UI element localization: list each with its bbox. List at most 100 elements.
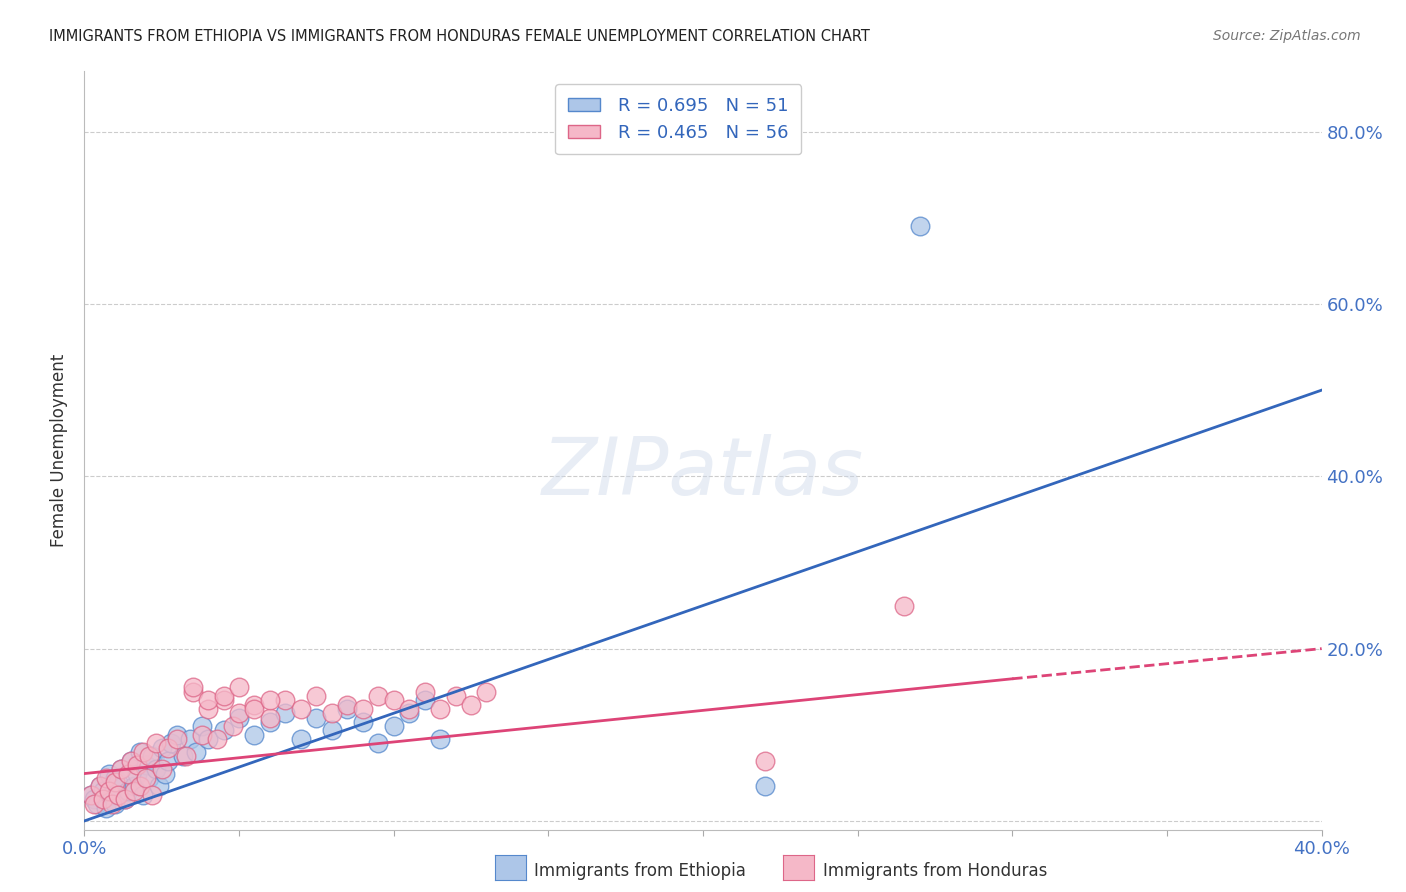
Point bbox=[150, 762, 173, 776]
Point bbox=[754, 754, 776, 768]
Point bbox=[166, 728, 188, 742]
Point bbox=[274, 693, 297, 707]
Point bbox=[179, 732, 201, 747]
Point bbox=[135, 771, 157, 785]
Point bbox=[197, 732, 219, 747]
Point bbox=[101, 788, 124, 802]
Point bbox=[197, 693, 219, 707]
Point bbox=[129, 780, 152, 794]
Point bbox=[89, 780, 111, 794]
Point bbox=[107, 775, 129, 789]
Text: Immigrants from Honduras: Immigrants from Honduras bbox=[823, 863, 1047, 880]
Point bbox=[94, 801, 117, 815]
Point bbox=[207, 732, 229, 747]
Point bbox=[398, 706, 420, 721]
Point bbox=[125, 766, 148, 780]
Point bbox=[83, 797, 105, 811]
Point bbox=[429, 732, 451, 747]
Point bbox=[122, 780, 145, 794]
Point bbox=[475, 684, 498, 698]
Point bbox=[908, 219, 931, 234]
Point bbox=[191, 728, 214, 742]
Point bbox=[172, 749, 194, 764]
Point bbox=[259, 714, 281, 729]
Point bbox=[367, 689, 389, 703]
Point bbox=[83, 792, 105, 806]
Point bbox=[79, 788, 101, 802]
Point bbox=[290, 702, 312, 716]
Point bbox=[150, 740, 173, 755]
Point bbox=[79, 788, 101, 802]
Point bbox=[212, 689, 235, 703]
Point bbox=[398, 702, 420, 716]
Point bbox=[132, 788, 155, 802]
Text: IMMIGRANTS FROM ETHIOPIA VS IMMIGRANTS FROM HONDURAS FEMALE UNEMPLOYMENT CORRELA: IMMIGRANTS FROM ETHIOPIA VS IMMIGRANTS F… bbox=[49, 29, 870, 44]
Point bbox=[120, 754, 142, 768]
Point bbox=[176, 749, 198, 764]
Point bbox=[160, 736, 183, 750]
Point bbox=[259, 693, 281, 707]
Point bbox=[104, 775, 127, 789]
Point bbox=[429, 702, 451, 716]
Point bbox=[110, 762, 132, 776]
Point bbox=[181, 684, 204, 698]
Point bbox=[197, 702, 219, 716]
Point bbox=[122, 784, 145, 798]
Point bbox=[382, 719, 405, 733]
Point bbox=[184, 745, 207, 759]
Point bbox=[98, 784, 121, 798]
Point bbox=[91, 792, 114, 806]
Point bbox=[145, 762, 167, 776]
Point bbox=[228, 706, 250, 721]
Point bbox=[228, 681, 250, 695]
Point bbox=[413, 693, 436, 707]
Point bbox=[156, 754, 179, 768]
Point bbox=[129, 745, 152, 759]
Text: Immigrants from Ethiopia: Immigrants from Ethiopia bbox=[534, 863, 747, 880]
Point bbox=[86, 797, 108, 811]
Point bbox=[290, 732, 312, 747]
Point bbox=[352, 714, 374, 729]
Point bbox=[243, 702, 266, 716]
Point bbox=[91, 784, 114, 798]
Point bbox=[89, 780, 111, 794]
Y-axis label: Female Unemployment: Female Unemployment bbox=[51, 354, 69, 547]
Legend: R = 0.695   N = 51, R = 0.465   N = 56: R = 0.695 N = 51, R = 0.465 N = 56 bbox=[555, 84, 801, 154]
Point bbox=[166, 732, 188, 747]
Point bbox=[413, 684, 436, 698]
Point bbox=[460, 698, 482, 712]
Point bbox=[305, 710, 328, 724]
Point bbox=[305, 689, 328, 703]
Point bbox=[754, 780, 776, 794]
Point bbox=[367, 736, 389, 750]
Point bbox=[156, 740, 179, 755]
Point bbox=[132, 745, 155, 759]
Text: ZIPatlas: ZIPatlas bbox=[541, 434, 865, 512]
Point bbox=[382, 693, 405, 707]
Point bbox=[117, 766, 139, 780]
Point bbox=[110, 762, 132, 776]
Point bbox=[145, 736, 167, 750]
Point bbox=[222, 719, 245, 733]
Point bbox=[117, 784, 139, 798]
Point bbox=[120, 754, 142, 768]
Point bbox=[141, 788, 163, 802]
Point bbox=[135, 758, 157, 772]
Point bbox=[107, 788, 129, 802]
Point bbox=[148, 780, 170, 794]
Point bbox=[114, 792, 136, 806]
Point bbox=[98, 766, 121, 780]
Point bbox=[212, 723, 235, 738]
Point bbox=[125, 758, 148, 772]
Point bbox=[104, 797, 127, 811]
Point bbox=[114, 792, 136, 806]
Point bbox=[138, 749, 160, 764]
Text: Source: ZipAtlas.com: Source: ZipAtlas.com bbox=[1213, 29, 1361, 43]
Point bbox=[181, 681, 204, 695]
Point bbox=[101, 797, 124, 811]
Point bbox=[243, 728, 266, 742]
Point bbox=[228, 710, 250, 724]
Point bbox=[104, 771, 127, 785]
Point bbox=[336, 702, 359, 716]
Point bbox=[321, 723, 343, 738]
